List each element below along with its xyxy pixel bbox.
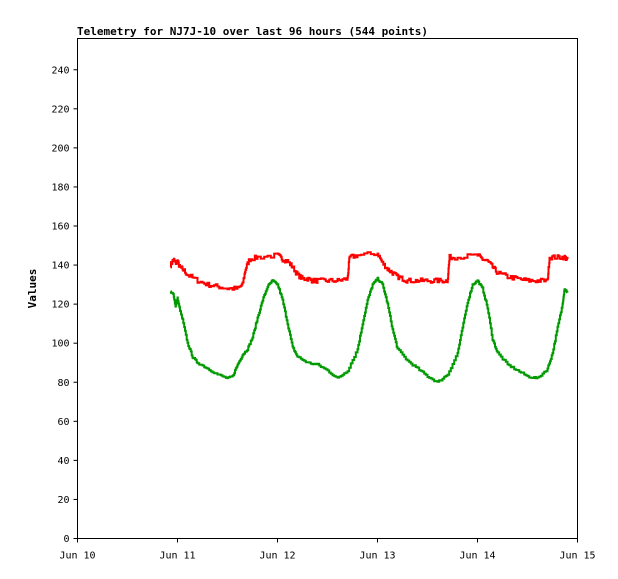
y-tick-label: 80 [57, 378, 69, 389]
x-tick-label: Jun 15 [559, 551, 595, 562]
x-tick-label: Jun 10 [59, 551, 95, 562]
y-axis-label: Values [26, 269, 39, 309]
y-tick-label: 140 [51, 261, 69, 272]
y-axis-ticks: 0 20 40 60 80 100 120 140 160 180 200 220 240 [51, 65, 78, 545]
x-tick-label: Jun 13 [359, 551, 395, 562]
y-tick-label: 100 [51, 339, 69, 350]
y-tick-label: 120 [51, 300, 69, 311]
series-line-green [170, 276, 569, 383]
x-axis-ticks: Jun 10 Jun 11 Jun 12 Jun 13 Jun 14 Jun 15 [59, 538, 596, 562]
chart-title: Telemetry for NJ7J-10 over last 96 hours… [77, 25, 428, 38]
y-tick-label: 40 [57, 456, 69, 467]
y-tick-label: 180 [51, 182, 69, 193]
plot-area-frame [77, 38, 578, 539]
y-tick-label: 220 [51, 104, 69, 115]
y-tick-label: 60 [57, 417, 69, 428]
x-tick-label: Jun 11 [159, 551, 195, 562]
y-tick-label: 0 [63, 534, 69, 545]
y-tick-label: 240 [51, 65, 69, 76]
y-tick-label: 20 [57, 495, 69, 506]
x-tick-label: Jun 12 [259, 551, 295, 562]
x-tick-label: Jun 14 [459, 551, 495, 562]
y-tick-label: 160 [51, 222, 69, 233]
y-tick-label: 200 [51, 143, 69, 154]
series-line-red [170, 251, 569, 291]
series-layer [170, 251, 569, 383]
